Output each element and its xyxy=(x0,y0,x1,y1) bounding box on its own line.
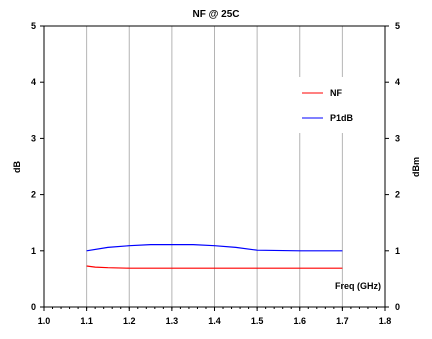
y2-axis-title: dBm xyxy=(411,157,421,177)
x-axis-title: Freq (GHz) xyxy=(335,281,381,291)
tick-marks xyxy=(40,25,389,311)
x-tick-label: 1.7 xyxy=(336,316,349,326)
y2-tick-label: 0 xyxy=(395,302,400,312)
grid-lines xyxy=(86,26,343,307)
y-tick-label: 2 xyxy=(31,190,36,200)
y-axis-title: dB xyxy=(12,161,22,173)
chart-title: NF @ 25C xyxy=(193,9,240,20)
y2-tick-labels: 0 1 2 3 4 5 xyxy=(395,21,400,312)
y2-tick-label: 5 xyxy=(395,21,400,31)
x-tick-label: 1.2 xyxy=(123,316,136,326)
y2-tick-label: 2 xyxy=(395,190,400,200)
legend-box xyxy=(294,77,384,133)
x-tick-label: 1.3 xyxy=(166,316,179,326)
x-tick-label: 1.1 xyxy=(80,316,93,326)
y-tick-label: 4 xyxy=(31,77,36,87)
x-tick-label: 1.0 xyxy=(38,316,51,326)
series-line-nf xyxy=(86,265,343,269)
x-tick-labels: 1.0 1.1 1.2 1.3 1.4 1.5 1.6 1.7 1.8 xyxy=(38,316,392,326)
x-tick-label: 1.5 xyxy=(251,316,264,326)
legend: NF P1dB xyxy=(294,77,384,133)
series-lines xyxy=(86,244,343,269)
y-tick-labels: 0 1 2 3 4 5 xyxy=(31,21,36,312)
y2-tick-label: 4 xyxy=(395,77,400,87)
y2-tick-label: 3 xyxy=(395,133,400,143)
y-tick-label: 5 xyxy=(31,21,36,31)
y-tick-label: 3 xyxy=(31,133,36,143)
series-line-p1db xyxy=(86,244,343,252)
x-tick-label: 1.6 xyxy=(293,316,306,326)
plot-area-frame xyxy=(43,25,386,308)
x-tick-label: 1.8 xyxy=(379,316,392,326)
y2-tick-label: 1 xyxy=(395,246,400,256)
x-tick-label: 1.4 xyxy=(208,316,221,326)
y-tick-label: 0 xyxy=(31,302,36,312)
legend-label-nf: NF xyxy=(330,88,342,98)
legend-label-p1db: P1dB xyxy=(330,113,354,123)
y-tick-label: 1 xyxy=(31,246,36,256)
